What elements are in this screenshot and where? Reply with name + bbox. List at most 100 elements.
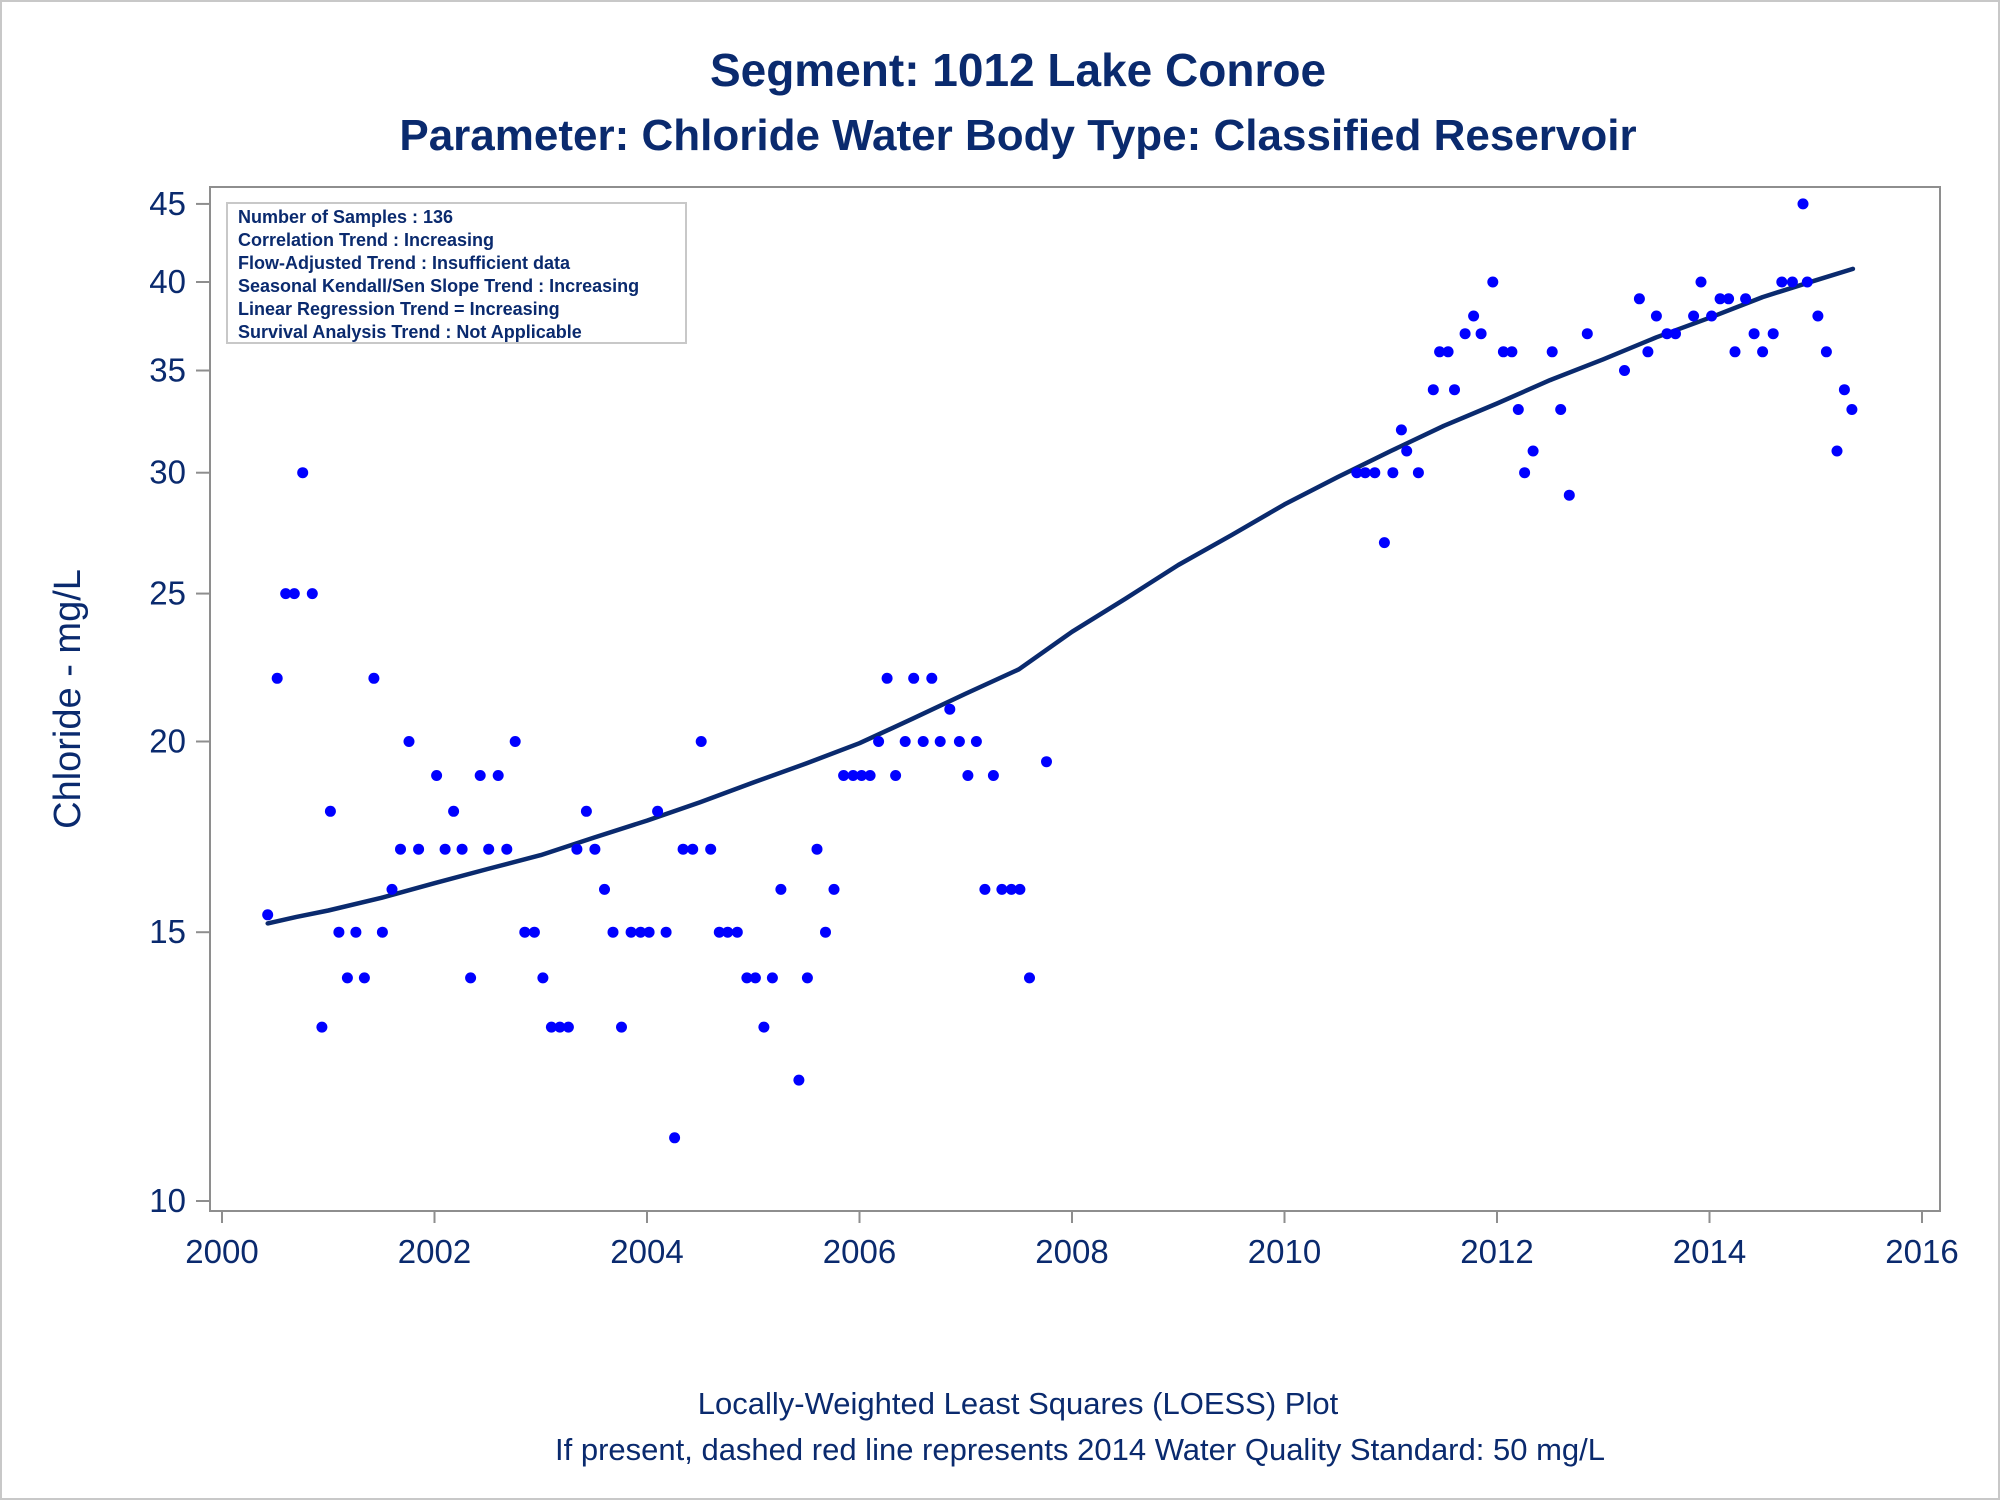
- data-point-1: [271, 672, 283, 684]
- data-point-116: [1670, 328, 1681, 340]
- data-point-131: [1812, 310, 1824, 322]
- data-point-19: [439, 843, 451, 855]
- data-point-28: [519, 926, 531, 938]
- data-point-115: [1661, 328, 1673, 340]
- data-point-133: [1831, 445, 1843, 457]
- plot-area-frame: [209, 186, 1941, 1212]
- data-point-49: [705, 843, 717, 855]
- data-point-36: [589, 843, 601, 855]
- data-point-77: [962, 770, 974, 781]
- info-line-survival-analysis: Survival Analysis Trend : Not Applicable: [238, 322, 582, 342]
- data-point-14: [386, 883, 398, 895]
- data-point-67: [873, 736, 885, 747]
- data-point-117: [1688, 310, 1700, 322]
- data-point-125: [1757, 346, 1769, 358]
- data-point-17: [413, 843, 425, 855]
- chart-subtitle: Parameter: Chloride Water Body Type: Cla…: [399, 111, 1636, 160]
- data-point-35: [580, 805, 592, 817]
- data-point-101: [1487, 276, 1499, 288]
- info-line-correlation: Correlation Trend : Increasing: [238, 230, 494, 250]
- data-point-81: [996, 883, 1008, 895]
- data-point-38: [607, 926, 619, 938]
- x-tick-label-2016: 2016: [1885, 1233, 1958, 1270]
- data-point-3: [288, 588, 300, 600]
- data-point-12: [368, 672, 380, 684]
- data-point-89: [1378, 537, 1390, 549]
- data-point-53: [741, 972, 753, 984]
- data-point-2: [280, 588, 292, 600]
- y-tick-label-15: 15: [149, 913, 186, 950]
- data-point-123: [1740, 293, 1752, 305]
- data-point-21: [456, 843, 468, 855]
- data-points-layer: [262, 198, 1858, 1144]
- data-point-87: [1359, 467, 1371, 479]
- data-point-24: [483, 843, 495, 855]
- data-point-119: [1706, 310, 1718, 322]
- data-point-40: [625, 926, 637, 938]
- data-point-86: [1351, 467, 1363, 479]
- data-point-91: [1395, 424, 1407, 436]
- data-point-23: [474, 770, 486, 781]
- data-point-130: [1801, 276, 1813, 288]
- data-point-97: [1449, 384, 1460, 396]
- data-point-18: [431, 770, 443, 781]
- data-point-46: [677, 843, 689, 855]
- x-tick-label-2014: 2014: [1673, 1233, 1746, 1270]
- data-point-55: [758, 1021, 770, 1033]
- data-point-80: [987, 770, 999, 781]
- data-point-37: [599, 883, 610, 895]
- data-point-76: [953, 736, 965, 747]
- data-point-103: [1506, 346, 1518, 358]
- data-point-22: [465, 972, 477, 984]
- data-point-112: [1633, 293, 1645, 305]
- data-point-34: [571, 843, 583, 855]
- data-point-42: [643, 926, 655, 938]
- data-point-120: [1714, 293, 1726, 305]
- data-point-50: [713, 926, 725, 938]
- data-point-54: [749, 972, 761, 984]
- data-point-104: [1512, 404, 1524, 415]
- data-point-88: [1369, 467, 1381, 479]
- data-point-108: [1555, 404, 1567, 415]
- data-point-52: [731, 926, 743, 938]
- data-point-96: [1442, 346, 1454, 358]
- data-point-56: [766, 972, 778, 984]
- data-point-26: [501, 843, 513, 855]
- data-point-90: [1387, 467, 1399, 479]
- data-point-7: [324, 805, 336, 817]
- axes: 2000 2002 2004 2006 2008 2010 2012 2014 2016 10 15…: [149, 185, 1958, 1270]
- data-point-69: [890, 770, 902, 781]
- data-point-51: [722, 926, 734, 938]
- data-point-9: [341, 972, 353, 984]
- data-point-71: [908, 672, 920, 684]
- y-axis-label: Chloride - mg/L: [47, 569, 89, 829]
- data-point-70: [899, 736, 911, 747]
- data-point-64: [847, 770, 859, 781]
- data-point-118: [1695, 276, 1707, 288]
- y-tick-label-10: 10: [149, 1182, 186, 1219]
- data-point-68: [881, 672, 893, 684]
- data-point-106: [1527, 445, 1539, 457]
- data-point-60: [811, 843, 823, 855]
- data-point-11: [358, 972, 370, 984]
- data-point-63: [838, 770, 850, 781]
- data-point-4: [297, 467, 309, 479]
- trend-info-box: Number of Samples : 136 Correlation Tren…: [226, 202, 687, 344]
- data-point-59: [801, 972, 813, 984]
- x-tick-label-2012: 2012: [1460, 1233, 1533, 1270]
- data-point-100: [1475, 328, 1487, 340]
- x-tick-label-2004: 2004: [610, 1233, 683, 1270]
- data-point-5: [306, 588, 318, 600]
- data-point-85: [1041, 756, 1052, 768]
- y-tick-label-25: 25: [149, 575, 186, 612]
- loess-trend-line: [265, 266, 1856, 926]
- data-point-93: [1412, 467, 1424, 479]
- data-point-74: [934, 736, 946, 747]
- footnote-loess: Locally-Weighted Least Squares (LOESS) P…: [698, 1386, 1339, 1421]
- data-point-15: [395, 843, 406, 855]
- data-point-45: [669, 1132, 681, 1144]
- data-point-75: [944, 703, 956, 715]
- data-point-39: [616, 1021, 627, 1033]
- data-point-95: [1434, 346, 1446, 358]
- y-tick-label-40: 40: [149, 263, 186, 300]
